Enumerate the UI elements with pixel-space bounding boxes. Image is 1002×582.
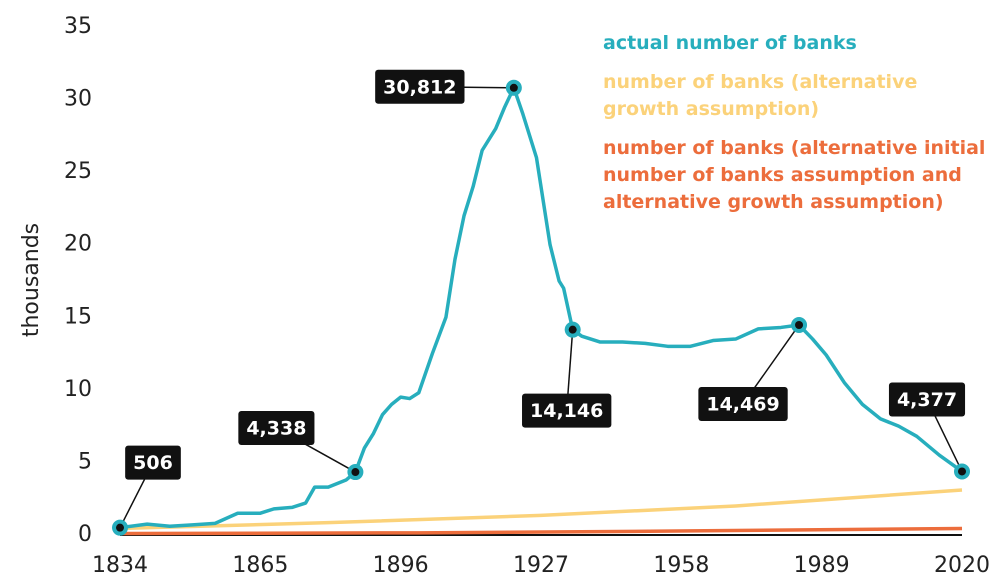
y-tick-label: 15 xyxy=(64,304,92,329)
x-tick-label: 1834 xyxy=(92,553,148,578)
x-tick-label: 1896 xyxy=(373,553,429,578)
annotation-dot xyxy=(958,467,966,476)
legend-entry: number of banks (alternative growth assu… xyxy=(603,71,918,120)
y-tick-label: 10 xyxy=(64,377,92,402)
annotation: 4,377 xyxy=(888,382,966,417)
y-tick-label: 5 xyxy=(78,449,92,474)
annotation: 30,812 xyxy=(375,69,465,104)
x-tick-label: 1958 xyxy=(653,553,709,578)
annotation-box xyxy=(522,393,612,428)
annotation: 14,469 xyxy=(698,386,788,421)
x-tick-label: 1989 xyxy=(794,553,850,578)
annotation-dot xyxy=(116,523,124,532)
y-tick-label: 20 xyxy=(64,232,92,257)
annotation-dot xyxy=(568,325,577,334)
annotation-dot xyxy=(351,468,360,477)
y-tick-label: 25 xyxy=(64,159,92,184)
annotation-box xyxy=(888,382,966,417)
legend-entry: number of banks (alternative initial num… xyxy=(603,137,986,213)
x-tick-label: 1865 xyxy=(232,553,288,578)
legend-entry: actual number of banks xyxy=(603,32,857,54)
annotation-label: 14,146 xyxy=(530,400,603,422)
annotation-label: 30,812 xyxy=(383,76,456,98)
annotation-box xyxy=(375,69,465,104)
series-line xyxy=(119,526,963,536)
annotation-box xyxy=(125,445,181,480)
x-tick-label: 1927 xyxy=(513,553,569,578)
y-tick-label: 0 xyxy=(78,522,92,547)
annotation-dot xyxy=(795,320,804,329)
annotation: 4,338 xyxy=(238,411,315,446)
x-tick-label: 2020 xyxy=(934,553,990,578)
y-tick-label: 35 xyxy=(64,14,92,39)
y-axis-label: thousands xyxy=(19,223,44,337)
annotation-label: 506 xyxy=(133,452,173,474)
y-tick-label: 30 xyxy=(64,87,92,112)
annotation: 14,146 xyxy=(522,393,612,428)
annotation-label: 4,377 xyxy=(897,389,957,411)
series-line xyxy=(119,488,963,531)
legend: actual number of banks number of banks (a… xyxy=(603,30,998,228)
annotation-box xyxy=(238,411,315,446)
annotation-box xyxy=(698,386,788,421)
annotation-label: 4,338 xyxy=(246,418,306,440)
annotation-dot xyxy=(509,83,518,92)
annotation: 506 xyxy=(125,445,181,480)
annotation-label: 14,469 xyxy=(706,393,779,415)
